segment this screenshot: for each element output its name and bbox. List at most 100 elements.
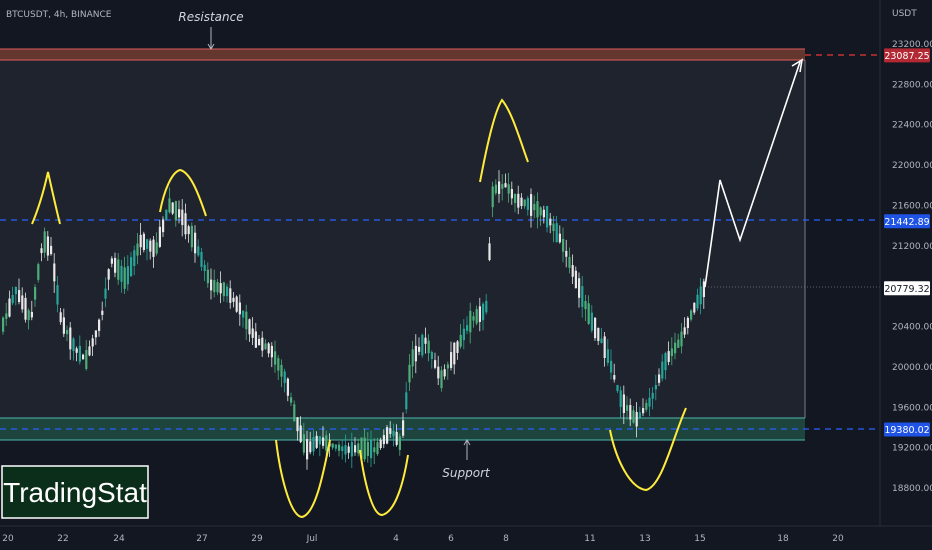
- candle-body: [562, 238, 565, 252]
- candle-body: [584, 300, 587, 310]
- candle-body: [286, 378, 289, 396]
- candle-body: [14, 286, 17, 295]
- candle-body: [126, 266, 129, 285]
- candle-body: [152, 239, 155, 257]
- candle-body: [37, 264, 40, 280]
- candle-body: [478, 306, 481, 322]
- candle-body: [120, 265, 123, 282]
- candle-body: [267, 343, 270, 354]
- candle-body: [165, 209, 168, 220]
- top-mark-1: [31, 171, 61, 225]
- candle-body: [18, 290, 21, 302]
- candle-body: [520, 197, 523, 207]
- candle-body: [638, 412, 641, 418]
- candle-body: [94, 330, 97, 338]
- candle-body: [347, 446, 350, 453]
- candle-body: [446, 364, 449, 369]
- candle-body: [674, 342, 677, 354]
- top-mark-3: [479, 98, 529, 183]
- candle-body: [226, 286, 229, 297]
- candle-body: [261, 337, 264, 351]
- candle-body: [405, 392, 408, 410]
- candle-body: [603, 336, 606, 359]
- candle-body: [178, 209, 181, 218]
- candle-body: [322, 437, 325, 446]
- time-tick-label: 13: [639, 534, 650, 544]
- candle-body: [40, 248, 43, 254]
- price-badge-label: 23087.25: [884, 51, 929, 62]
- top-mark-2: [159, 168, 207, 217]
- candle-body: [341, 446, 344, 451]
- candle-body: [475, 309, 478, 324]
- price-tick-label: 20400.00: [892, 323, 932, 333]
- candle-body: [677, 339, 680, 348]
- candle-body: [197, 246, 200, 256]
- candle-body: [632, 410, 635, 423]
- candle-body: [686, 317, 689, 329]
- candle-body: [200, 251, 203, 267]
- candle-body: [462, 328, 465, 341]
- candle-body: [651, 392, 654, 399]
- candle-body: [350, 441, 353, 457]
- candle-body: [510, 189, 513, 199]
- candle-body: [558, 233, 561, 243]
- candle-body: [683, 327, 686, 335]
- candle-body: [139, 234, 142, 248]
- time-axis[interactable]: [0, 526, 932, 550]
- price-tick-label: 22400.00: [892, 121, 932, 131]
- price-axis[interactable]: [880, 0, 932, 526]
- price-tick-label: 18800.00: [892, 484, 932, 494]
- candle-body: [251, 328, 254, 338]
- logo-text: TradingStat: [3, 477, 147, 508]
- candle-body: [565, 250, 568, 257]
- candle-body: [123, 267, 126, 289]
- price-badge-label: 19380.02: [884, 425, 929, 436]
- candle-body: [344, 445, 347, 455]
- candle-body: [645, 403, 648, 410]
- candle-body: [206, 269, 209, 284]
- candle-body: [5, 313, 8, 319]
- candle-body: [696, 294, 699, 309]
- candle-body: [606, 349, 609, 363]
- candle-body: [53, 263, 56, 282]
- candle-body: [203, 264, 206, 272]
- bottom-mark-2: [359, 449, 409, 517]
- price-badge: 19380.02: [884, 422, 930, 437]
- candle-body: [181, 209, 184, 226]
- candle-body: [296, 417, 299, 432]
- candle-body: [392, 430, 395, 437]
- candle-body: [59, 312, 62, 323]
- candle-body: [498, 181, 501, 194]
- candle-body: [648, 397, 651, 407]
- candle-body: [658, 374, 661, 383]
- candle-body: [552, 223, 555, 232]
- candle-body: [568, 256, 571, 268]
- time-tick-label: 4: [393, 534, 399, 544]
- candle-body: [594, 317, 597, 339]
- candle-body: [104, 288, 107, 299]
- candle-body: [238, 302, 241, 315]
- price-badge-label: 21442.89: [884, 217, 929, 228]
- candle-body: [418, 346, 421, 352]
- candle-body: [536, 201, 539, 218]
- candle-body: [235, 296, 238, 312]
- candle-body: [8, 298, 11, 317]
- candle-body: [280, 364, 283, 377]
- candle-body: [306, 439, 309, 460]
- price-tick-label: 23200.00: [892, 40, 932, 50]
- candle-body: [363, 437, 366, 460]
- candle-body: [30, 311, 33, 318]
- candle-body: [264, 343, 267, 350]
- logo-box: [1, 465, 149, 519]
- pattern-drawings: [31, 98, 687, 519]
- candle-body: [373, 447, 376, 453]
- candle-body: [549, 218, 552, 226]
- candle-body: [168, 198, 171, 213]
- candle-body: [622, 394, 625, 414]
- candle-body: [386, 427, 389, 444]
- candle-body: [507, 184, 510, 194]
- candle-body: [338, 444, 341, 451]
- candle-body: [117, 259, 120, 280]
